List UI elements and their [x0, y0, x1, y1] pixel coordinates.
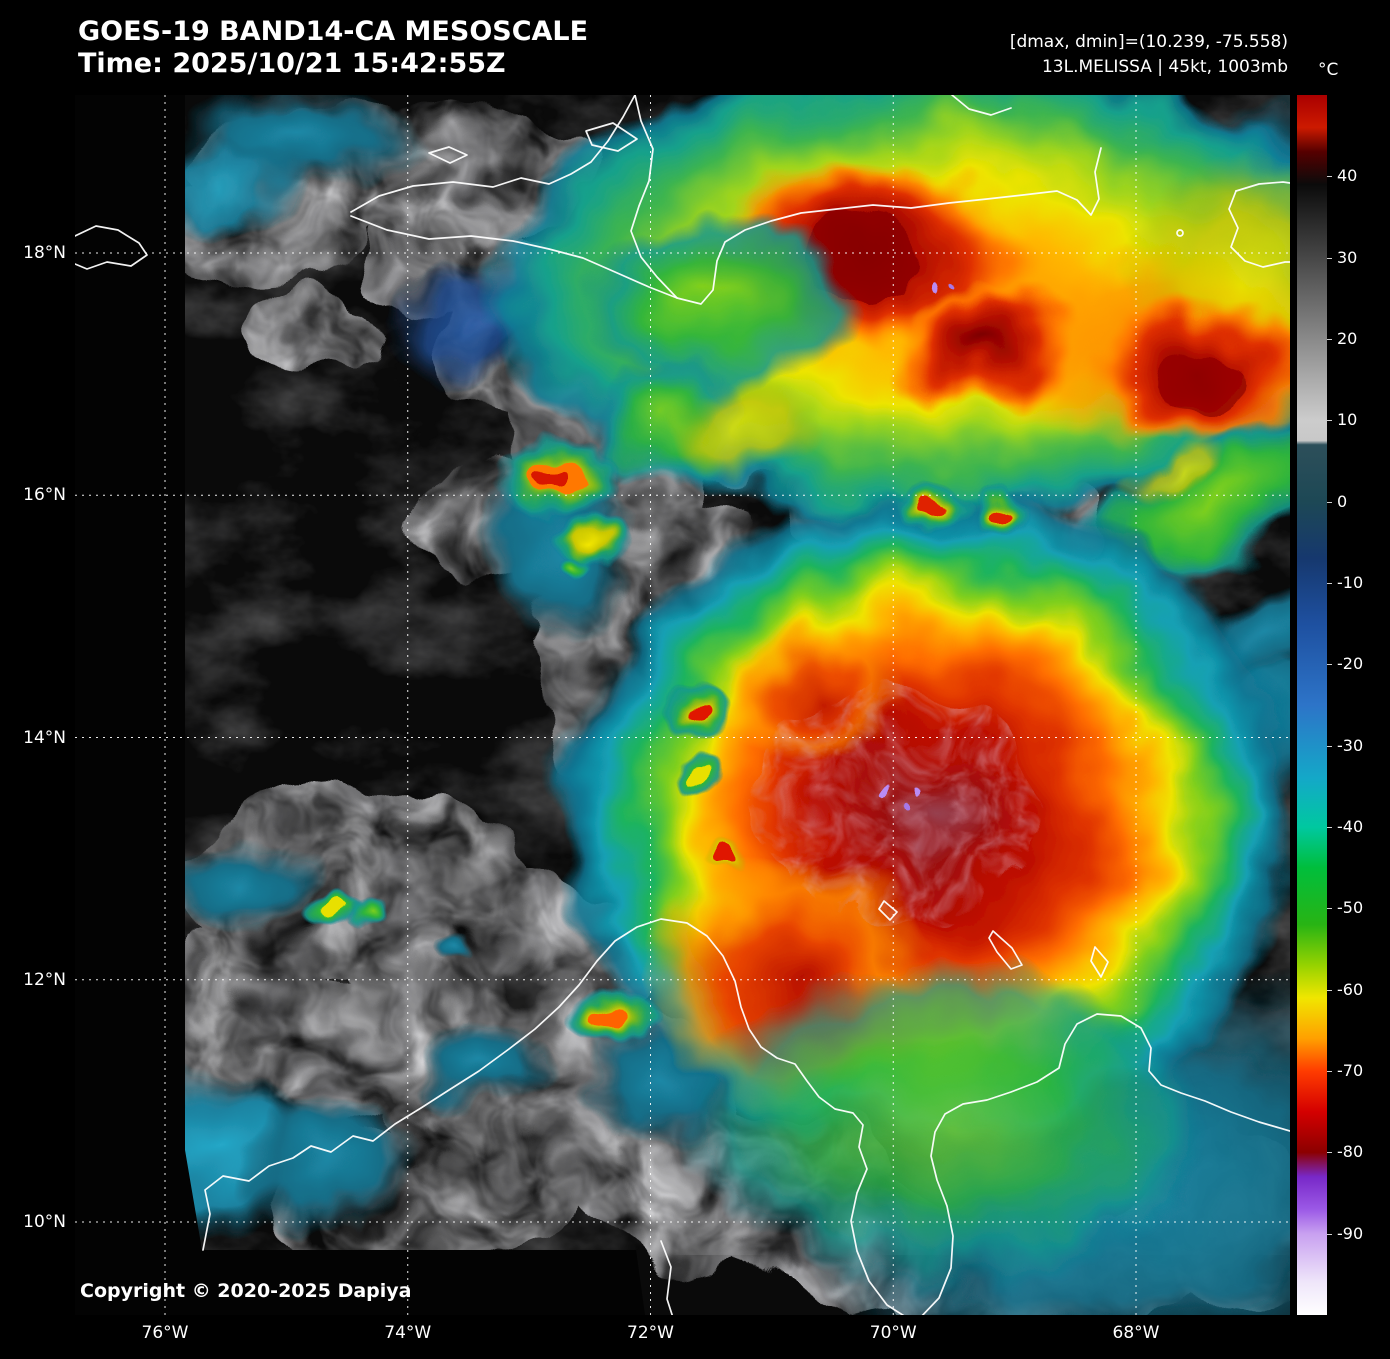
coastline-aruba	[878, 900, 898, 921]
coastline-gonave-island	[585, 122, 638, 152]
coastline-small-island	[428, 146, 468, 164]
overshooting-top-flecks	[881, 285, 959, 810]
colorbar-tick-label: 0	[1337, 491, 1348, 511]
coastline-mona-island	[1176, 229, 1184, 237]
lat-tick-label: 16°N	[23, 485, 66, 506]
colorbar-tick-mark	[1327, 1071, 1332, 1072]
colorbar-tick-mark	[1327, 339, 1332, 340]
colorbar-tick-label: -90	[1337, 1223, 1364, 1243]
lat-lon-gridlines	[75, 95, 1290, 1315]
colorbar-tick-mark	[1327, 583, 1332, 584]
colorbar-tick-mark	[1327, 257, 1332, 259]
coastline-south-america-west	[202, 918, 905, 1315]
colorbar-tick-label: -60	[1337, 979, 1364, 999]
coastline-gonave-gulf	[630, 95, 678, 299]
lat-tick-label: 10°N	[23, 1212, 66, 1232]
lon-tick-label: 70°W	[869, 1323, 917, 1343]
coastline-top-fragment	[951, 95, 1012, 116]
colorbar-tick-label: 20	[1337, 329, 1358, 348]
colorbar	[1297, 95, 1327, 1315]
colorbar-tick-label: 30	[1337, 247, 1358, 267]
colorbar-tick-mark	[1327, 1152, 1332, 1154]
colorbar-tick-label: -50	[1337, 898, 1364, 918]
dmax-dmin-readout: [dmax, dmin]=(10.239, -75.558)	[1009, 32, 1288, 52]
colorbar-tick-label: -20	[1337, 654, 1364, 674]
coastline-hispaniola-south	[350, 147, 1102, 305]
colorbar-tick-mark	[1327, 420, 1332, 422]
colorbar-tick-mark	[1327, 908, 1332, 910]
colorbar-tick-label: -40	[1337, 817, 1364, 836]
lon-tick-label: 76°W	[141, 1323, 189, 1343]
colorbar-tick-label: -10	[1337, 573, 1364, 592]
lon-tick-label: 72°W	[627, 1323, 674, 1343]
product-title: GOES-19 BAND14-CA MESOSCALE	[78, 16, 589, 47]
timestamp: Time: 2025/10/21 15:42:55Z	[78, 48, 506, 80]
lon-tick-label: 68°W	[1112, 1323, 1160, 1343]
copyright-notice: Copyright © 2020-2025 Dapiya	[80, 1280, 412, 1302]
coastline-bonaire	[1090, 946, 1109, 978]
isolated-cells	[306, 436, 1032, 1044]
coastline-puerto-rico-north	[1235, 181, 1290, 192]
colorbar-tick-label: 10	[1337, 410, 1358, 430]
title-block: GOES-19 BAND14-CA MESOSCALE Time: 2025/1…	[78, 16, 588, 81]
info-block: [dmax, dmin]=(10.239, -75.558) 13L.MELIS…	[1010, 30, 1288, 79]
coastline-river-fragment	[660, 1240, 674, 1315]
colorbar-tick-mark	[1327, 501, 1332, 503]
colorbar-tick-mark	[1327, 827, 1332, 828]
colorbar-unit-label: °C	[1318, 60, 1339, 80]
colorbar-tick-mark	[1327, 664, 1332, 666]
satellite-imagery	[185, 95, 1290, 1315]
colorbar-tick-label: -70	[1337, 1061, 1364, 1080]
colorbar-tick-mark	[1327, 1233, 1332, 1235]
colorbar-tick-mark	[1327, 176, 1332, 178]
lat-tick-label: 14°N	[23, 727, 66, 748]
lat-tick-label: 12°N	[23, 969, 66, 990]
lon-tick-label: 74°W	[384, 1323, 432, 1343]
colorbar-tick-mark	[1327, 745, 1332, 747]
colorbar-tick-label: 40	[1337, 166, 1358, 186]
colorbar-tick-label: -80	[1337, 1142, 1364, 1162]
lat-tick-label: 18°N	[23, 243, 66, 263]
storm-info: 13L.MELISSA | 45kt, 1003mb	[1041, 56, 1288, 77]
coastline-puerto-rico-west	[1228, 190, 1290, 268]
coastline-jamaica	[75, 225, 148, 270]
colorbar-tick-label: -30	[1337, 735, 1364, 755]
coastline-curacao	[988, 930, 1023, 970]
colorbar-tick-mark	[1327, 989, 1332, 991]
coastline-venezuela	[921, 1013, 1290, 1315]
